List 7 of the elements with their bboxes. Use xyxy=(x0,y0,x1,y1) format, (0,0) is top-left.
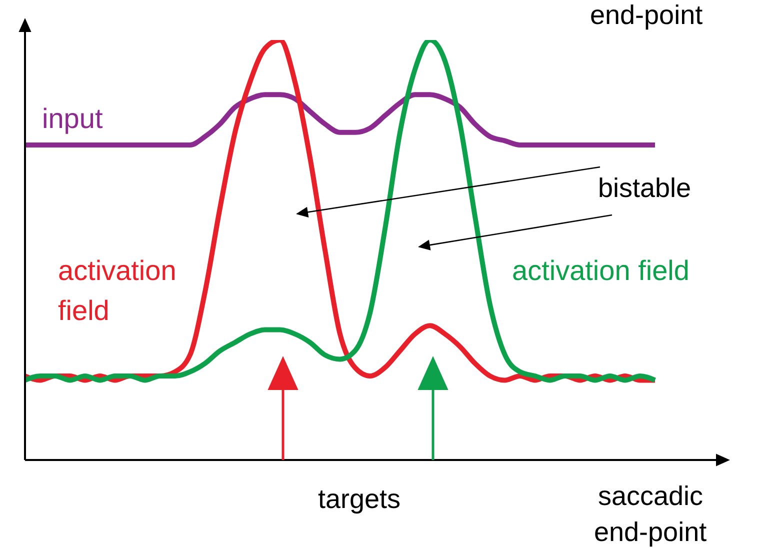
series-label: activation field xyxy=(58,255,176,326)
annotation: bistable xyxy=(598,173,692,203)
text: targets xyxy=(318,484,401,514)
x-axis-title: saccadic end-point xyxy=(594,481,708,547)
text: end-point xyxy=(590,0,704,30)
series-label: activation field xyxy=(512,255,690,286)
series-label: input xyxy=(42,103,103,134)
